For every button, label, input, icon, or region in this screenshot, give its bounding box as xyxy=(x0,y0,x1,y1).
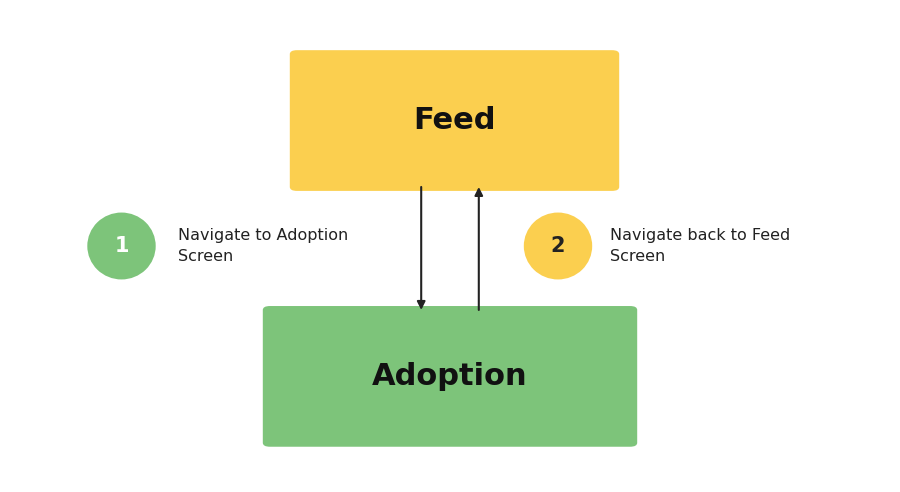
Text: 2: 2 xyxy=(551,236,565,256)
Text: Feed: Feed xyxy=(413,106,496,135)
Ellipse shape xyxy=(87,213,156,279)
Ellipse shape xyxy=(524,213,592,279)
FancyBboxPatch shape xyxy=(290,50,619,191)
Text: Navigate back to Feed
Screen: Navigate back to Feed Screen xyxy=(610,228,790,264)
Text: Navigate to Adoption
Screen: Navigate to Adoption Screen xyxy=(178,228,348,264)
Text: Adoption: Adoption xyxy=(373,362,527,391)
FancyBboxPatch shape xyxy=(263,306,637,447)
Text: 1: 1 xyxy=(114,236,129,256)
